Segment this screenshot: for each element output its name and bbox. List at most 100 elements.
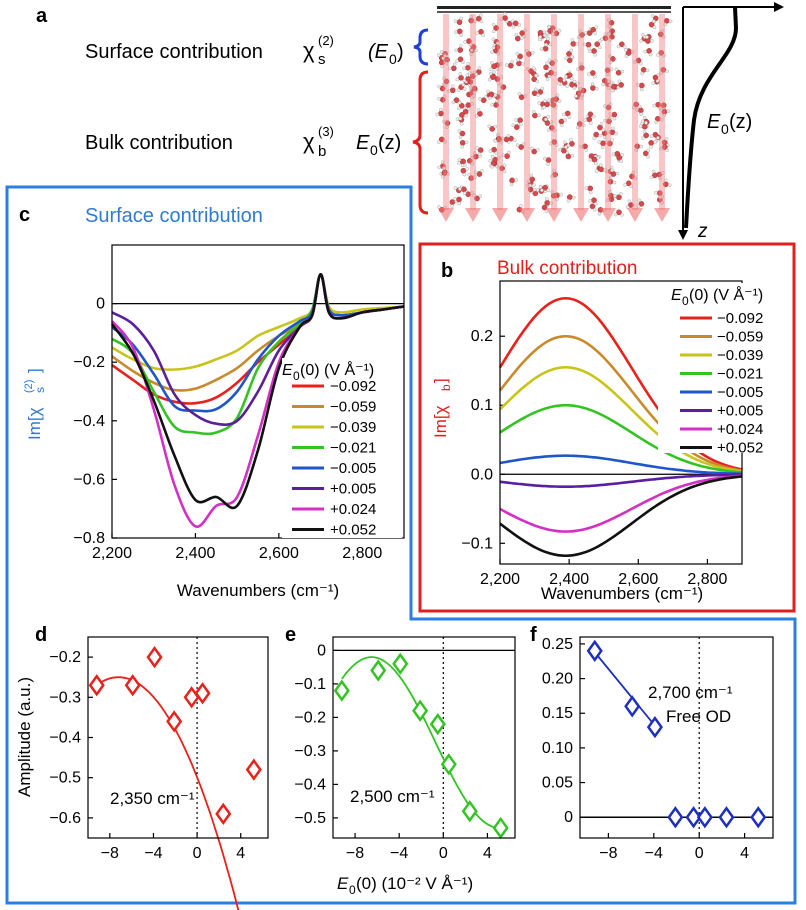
hydrogen-atom bbox=[470, 155, 474, 160]
panel-f-data-point bbox=[718, 806, 735, 829]
oxygen-atom bbox=[616, 154, 623, 161]
panel-b-ticks: 2,200 2,400 2,600 2,800 0.2 0.1 0.0 −0.1 bbox=[461, 328, 742, 588]
hydrogen-atom bbox=[616, 44, 621, 49]
hydrogen-atom bbox=[557, 81, 561, 86]
oxygen-atom bbox=[537, 29, 544, 36]
hydrogen-atom bbox=[610, 88, 615, 93]
hydrogen-atom bbox=[542, 105, 546, 109]
oxygen-atom bbox=[646, 48, 652, 54]
hydrogen-atom bbox=[597, 140, 602, 144]
hydrogen-atom bbox=[562, 140, 567, 145]
hydrogen-atom bbox=[623, 183, 627, 187]
bulk-frame bbox=[418, 242, 796, 613]
oxygen-atom bbox=[544, 199, 551, 206]
hydrogen-atom bbox=[566, 199, 571, 203]
hydrogen-atom bbox=[488, 159, 493, 163]
hydrogen-atom bbox=[496, 52, 500, 56]
panel-b-legend-title-e: E bbox=[671, 287, 682, 304]
hydrogen-atom bbox=[493, 139, 498, 143]
e0z-right-symbol: E 0 (z) bbox=[707, 111, 752, 137]
panel-b-legend-label: +0.024 bbox=[717, 421, 763, 438]
surface-frame bbox=[5, 185, 797, 905]
hydrogen-atom bbox=[491, 29, 496, 33]
oxygen-atom bbox=[491, 63, 497, 70]
hydrogen-atom bbox=[453, 19, 458, 23]
hydrogen-atom bbox=[587, 72, 591, 76]
panel-e-xtick-label: 4 bbox=[483, 845, 492, 862]
panel-b-series bbox=[498, 296, 743, 558]
panel-c-series-line bbox=[110, 272, 405, 510]
hydrogen-atom bbox=[624, 48, 628, 52]
hydrogen-atom bbox=[637, 104, 642, 109]
oxygen-atom bbox=[586, 116, 593, 123]
chi-b-symbol: χ b (3) bbox=[303, 124, 334, 160]
hydrogen-atom bbox=[595, 86, 599, 91]
oxygen-atom bbox=[551, 139, 558, 145]
hydrogen-atom bbox=[532, 187, 537, 192]
hydrogen-atom bbox=[525, 67, 530, 71]
hydrogen-atom bbox=[514, 33, 519, 37]
oxygen-atom bbox=[512, 20, 519, 27]
hydrogen-atom bbox=[614, 131, 618, 136]
hydrogen-atom bbox=[538, 185, 543, 189]
panel-c-ylabel-close: ] bbox=[25, 368, 44, 373]
hydrogen-atom bbox=[645, 68, 650, 73]
oxygen-atom bbox=[590, 70, 596, 76]
oxygen-atom bbox=[567, 194, 573, 200]
panel-b-xtick-label: 2,200 bbox=[480, 571, 520, 588]
hydrogen-atom bbox=[440, 160, 445, 164]
hydrogen-atom bbox=[495, 67, 500, 71]
panel-d-data-point bbox=[245, 758, 262, 781]
hydrogen-atom bbox=[474, 170, 478, 174]
hydrogen-atom bbox=[547, 58, 552, 62]
hydrogen-atom bbox=[652, 103, 656, 108]
hydrogen-atom bbox=[546, 188, 550, 192]
panel-b-legend-items: −0.092−0.059−0.039−0.021−0.005+0.005+0.0… bbox=[680, 310, 763, 457]
oxygen-atom bbox=[438, 110, 444, 117]
field-arrow-shaft bbox=[497, 14, 503, 210]
hydrogen-atom bbox=[534, 73, 538, 78]
panel-c-legend-label: +0.052 bbox=[330, 522, 376, 539]
hydrogen-atom bbox=[475, 31, 479, 35]
field-arrow-shaft bbox=[578, 14, 584, 210]
hydrogen-atom bbox=[519, 122, 523, 126]
hydrogen-atom bbox=[465, 167, 469, 171]
panel-b-ylabel-sub: b bbox=[439, 384, 453, 391]
panel-c-axes-box bbox=[111, 244, 405, 539]
hydrogen-atom bbox=[660, 201, 665, 205]
hydrogen-atom bbox=[474, 48, 478, 53]
panel-c-series-line bbox=[111, 272, 405, 371]
oxygen-atom bbox=[566, 51, 572, 57]
oxygen-atom bbox=[609, 34, 615, 40]
panel-d-ylabel: Amplitude (a.u.) bbox=[15, 677, 34, 797]
hydrogen-atom bbox=[631, 170, 636, 175]
oxygen-atom bbox=[608, 19, 615, 26]
oxygen-atom bbox=[648, 21, 655, 28]
bulk-brace bbox=[412, 70, 429, 215]
oxygen-atom bbox=[528, 68, 534, 74]
hydrogen-atom bbox=[473, 175, 477, 179]
panel-f-axes-box bbox=[579, 636, 774, 839]
oxygen-atom bbox=[456, 196, 462, 203]
hydrogen-atom bbox=[529, 173, 533, 178]
panel-b-series-line bbox=[499, 403, 743, 474]
hydrogen-atom bbox=[490, 102, 494, 107]
panel-b-ytick-label: 0.0 bbox=[471, 466, 493, 483]
oxygen-atom bbox=[456, 28, 463, 35]
field-arrow-head bbox=[654, 208, 670, 222]
hydrogen-atom bbox=[555, 197, 559, 202]
hydrogen-atom bbox=[454, 48, 458, 53]
hydrogen-atom bbox=[593, 202, 598, 206]
hydrogen-atom bbox=[594, 161, 598, 166]
hydrogen-atom bbox=[546, 128, 551, 132]
hydrogen-atom bbox=[662, 35, 666, 39]
hydrogen-atom bbox=[658, 106, 662, 111]
hydrogen-atom bbox=[537, 113, 541, 118]
panel-f-fit-line bbox=[594, 651, 656, 727]
panel-f-xtick-label: −4 bbox=[645, 845, 663, 862]
panel-f-ytick-label: 0.05 bbox=[542, 775, 573, 792]
hydrogen-atom bbox=[491, 23, 496, 27]
oxygen-atom bbox=[643, 150, 649, 157]
panel-b-series-line bbox=[499, 365, 743, 473]
panel-e-ytick-label: −0.1 bbox=[294, 676, 326, 693]
